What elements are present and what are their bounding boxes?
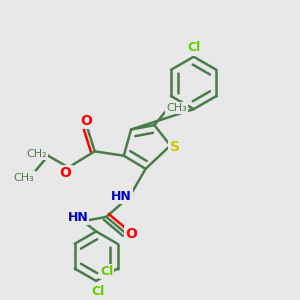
Text: CH₂: CH₂ (27, 149, 47, 159)
Text: HN: HN (111, 190, 132, 203)
Text: Cl: Cl (100, 265, 113, 278)
Text: Cl: Cl (187, 41, 200, 55)
Text: O: O (60, 166, 71, 180)
Text: S: S (170, 140, 180, 154)
Text: O: O (80, 114, 92, 128)
Text: CH₃: CH₃ (14, 172, 34, 183)
Text: HN: HN (68, 211, 88, 224)
Text: O: O (126, 227, 138, 241)
Text: CH₃: CH₃ (167, 103, 187, 113)
Text: Cl: Cl (91, 286, 104, 298)
